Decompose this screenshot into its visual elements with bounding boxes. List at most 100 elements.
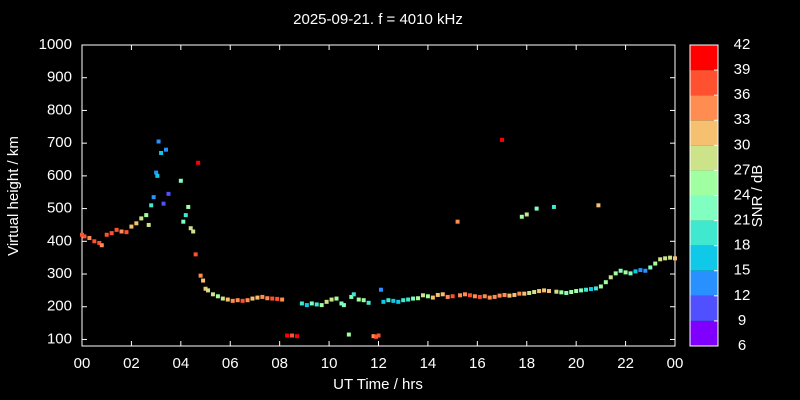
point xyxy=(648,265,653,270)
point xyxy=(462,292,467,297)
point xyxy=(191,229,196,234)
point xyxy=(82,234,87,239)
y-tick-label: 500 xyxy=(47,200,72,217)
colorbar-tick-label: 21 xyxy=(734,212,751,229)
point xyxy=(299,301,304,306)
point xyxy=(381,299,386,304)
point xyxy=(512,292,517,297)
point xyxy=(196,160,201,165)
point xyxy=(472,294,477,299)
point xyxy=(146,222,151,227)
y-tick-label: 600 xyxy=(47,167,72,184)
point xyxy=(500,137,505,142)
colorbar-band xyxy=(690,320,718,346)
point xyxy=(324,299,329,304)
point xyxy=(206,288,211,293)
colorbar-tick-label: 9 xyxy=(738,312,746,329)
point xyxy=(588,287,593,292)
point xyxy=(378,287,383,292)
point xyxy=(203,286,208,291)
colorbar-band xyxy=(690,120,718,146)
point xyxy=(151,195,156,200)
point xyxy=(166,191,171,196)
x-tick-label: 02 xyxy=(123,355,140,372)
point xyxy=(314,302,319,307)
x-tick-label: 08 xyxy=(271,355,288,372)
point xyxy=(351,292,356,297)
point xyxy=(181,219,186,224)
x-tick-label: 06 xyxy=(222,355,239,372)
point xyxy=(596,203,601,208)
point xyxy=(304,303,309,308)
point xyxy=(386,298,391,303)
point xyxy=(319,303,324,308)
point xyxy=(159,150,164,155)
point xyxy=(334,296,339,301)
colorbar-band xyxy=(690,270,718,296)
colorbar-band xyxy=(690,170,718,196)
point xyxy=(210,292,215,297)
point xyxy=(653,261,658,266)
x-tick-label: 22 xyxy=(617,355,634,372)
point xyxy=(467,293,472,298)
colorbar-tick-label: 15 xyxy=(734,262,751,279)
point xyxy=(519,214,524,219)
point xyxy=(497,293,502,298)
point xyxy=(593,286,598,291)
point xyxy=(270,296,275,301)
y-tick-label: 700 xyxy=(47,134,72,151)
point xyxy=(450,294,455,299)
y-tick-label: 300 xyxy=(47,265,72,282)
point xyxy=(230,298,235,303)
point xyxy=(507,293,512,298)
point xyxy=(445,294,450,299)
colorbar-tick-label: 18 xyxy=(734,237,751,254)
colorbar-tick-label: 30 xyxy=(734,136,751,153)
point xyxy=(477,294,482,299)
point xyxy=(584,287,589,292)
point xyxy=(435,292,440,297)
point xyxy=(618,268,623,273)
colorbar-tick-label: 33 xyxy=(734,111,751,128)
point xyxy=(524,212,529,217)
point xyxy=(255,295,260,300)
point xyxy=(603,280,608,285)
point xyxy=(346,332,351,337)
colorbar-band xyxy=(690,295,718,321)
colorbar-tick-label: 6 xyxy=(738,337,746,354)
point xyxy=(161,201,166,206)
colorbar-tick-label: 12 xyxy=(734,287,751,304)
point xyxy=(260,294,265,299)
colorbar-band xyxy=(690,45,718,71)
x-axis-label: UT Time / hrs xyxy=(333,376,423,393)
point xyxy=(633,269,638,274)
point xyxy=(80,232,84,237)
point xyxy=(416,296,421,301)
point xyxy=(156,139,161,144)
colorbar-tick-label: 42 xyxy=(734,36,751,53)
x-tick-label: 14 xyxy=(420,355,437,372)
x-tick-label: 20 xyxy=(568,355,585,372)
point xyxy=(532,290,537,295)
point xyxy=(406,297,411,302)
x-tick-label: 18 xyxy=(518,355,535,372)
point xyxy=(134,221,139,226)
point xyxy=(265,296,270,301)
point xyxy=(164,147,169,152)
x-tick-label: 12 xyxy=(370,355,387,372)
point xyxy=(440,292,445,297)
point xyxy=(542,288,547,293)
colorbar-tick-label: 24 xyxy=(734,186,751,203)
point xyxy=(628,271,633,276)
point xyxy=(290,333,295,338)
point xyxy=(97,240,102,245)
point xyxy=(482,294,487,299)
colorbar-label: SNR / dB xyxy=(749,165,766,228)
colorbar-band xyxy=(690,245,718,271)
point xyxy=(366,300,371,305)
y-tick-label: 800 xyxy=(47,101,72,118)
point xyxy=(144,213,149,218)
point xyxy=(376,333,381,338)
point xyxy=(198,273,203,278)
point xyxy=(522,291,527,296)
